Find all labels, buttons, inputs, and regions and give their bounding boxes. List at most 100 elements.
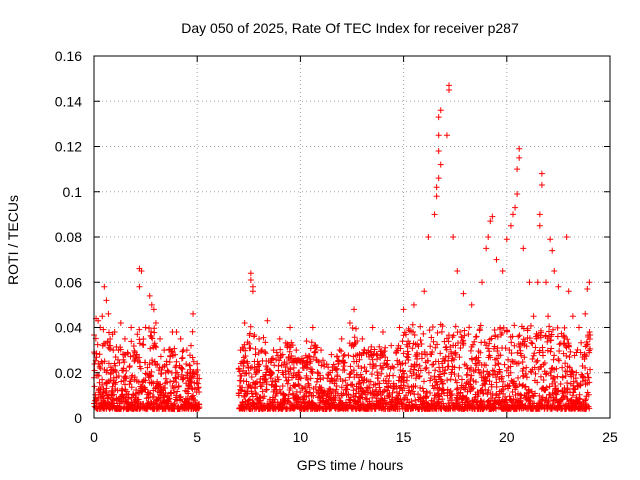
data-point (247, 345, 254, 352)
data-point (415, 343, 422, 350)
data-point (412, 397, 419, 404)
data-point (493, 379, 500, 386)
data-point (433, 193, 440, 200)
data-point (112, 362, 119, 369)
data-point (271, 362, 278, 369)
data-point (533, 358, 540, 365)
data-point (147, 390, 154, 397)
data-point (399, 338, 406, 345)
data-point (530, 313, 537, 320)
data-point (529, 340, 536, 347)
data-point (480, 390, 487, 397)
data-point (287, 384, 294, 391)
data-point (131, 347, 138, 354)
data-point (420, 378, 427, 385)
x-tick-label: 25 (602, 429, 618, 445)
data-point (433, 184, 440, 191)
data-point (349, 381, 356, 388)
data-point (528, 339, 535, 346)
data-point (261, 348, 268, 355)
data-point (549, 326, 556, 333)
data-point (559, 364, 566, 371)
data-point (309, 324, 316, 331)
data-point (460, 290, 467, 297)
data-point (142, 359, 149, 366)
data-point (271, 396, 278, 403)
data-point (317, 376, 324, 383)
data-point (115, 372, 122, 379)
data-point (174, 388, 181, 395)
data-point (532, 344, 539, 351)
data-point (492, 362, 499, 369)
data-point (416, 362, 423, 369)
data-point (486, 378, 493, 385)
data-point (429, 324, 436, 331)
x-tick-label: 10 (293, 429, 309, 445)
data-point (444, 377, 451, 384)
data-point (565, 342, 572, 349)
data-point (472, 334, 479, 341)
data-point (581, 352, 588, 359)
y-tick-label: 0.02 (55, 365, 82, 381)
data-point (491, 343, 498, 350)
data-point (426, 327, 433, 334)
data-point (586, 349, 593, 356)
data-point (137, 365, 144, 372)
data-point (454, 267, 461, 274)
data-point (366, 384, 373, 391)
data-point (534, 279, 541, 286)
data-point (123, 375, 130, 382)
data-point (521, 383, 528, 390)
chart-title: Day 050 of 2025, Rate Of TEC Index for r… (181, 20, 519, 36)
data-point (149, 335, 156, 342)
data-point (318, 347, 325, 354)
data-point (509, 211, 516, 218)
data-point (518, 352, 525, 359)
data-point (111, 400, 118, 407)
data-point (390, 380, 397, 387)
data-point (401, 385, 408, 392)
data-point (194, 385, 201, 392)
data-point (495, 360, 502, 367)
data-point (329, 387, 336, 394)
x-tick-label: 15 (396, 429, 412, 445)
x-tick-label: 20 (499, 429, 515, 445)
data-point (264, 317, 271, 324)
data-point (153, 344, 160, 351)
data-point (555, 357, 562, 364)
data-point (390, 372, 397, 379)
data-point (179, 354, 186, 361)
data-point (515, 333, 522, 340)
data-point (162, 384, 169, 391)
data-point (131, 374, 138, 381)
data-point (506, 382, 513, 389)
data-point (486, 340, 493, 347)
data-point (443, 346, 450, 353)
data-point (485, 387, 492, 394)
data-point (436, 385, 443, 392)
data-point (400, 350, 407, 357)
data-point (418, 340, 425, 347)
data-point (309, 366, 316, 373)
data-point (585, 391, 592, 398)
data-point (274, 373, 281, 380)
data-point (483, 362, 490, 369)
data-point (507, 363, 514, 370)
data-point (468, 386, 475, 393)
data-point (358, 365, 365, 372)
data-point (360, 379, 367, 386)
data-point (310, 392, 317, 399)
data-point (514, 166, 521, 173)
data-point (127, 353, 134, 360)
data-point (508, 350, 515, 357)
data-point (105, 310, 112, 317)
data-point (333, 366, 340, 373)
data-point (243, 390, 250, 397)
data-point (461, 327, 468, 334)
data-point (357, 384, 364, 391)
data-point (313, 378, 320, 385)
data-point (270, 347, 277, 354)
data-point (376, 343, 383, 350)
data-point (476, 327, 483, 334)
data-point (540, 377, 547, 384)
